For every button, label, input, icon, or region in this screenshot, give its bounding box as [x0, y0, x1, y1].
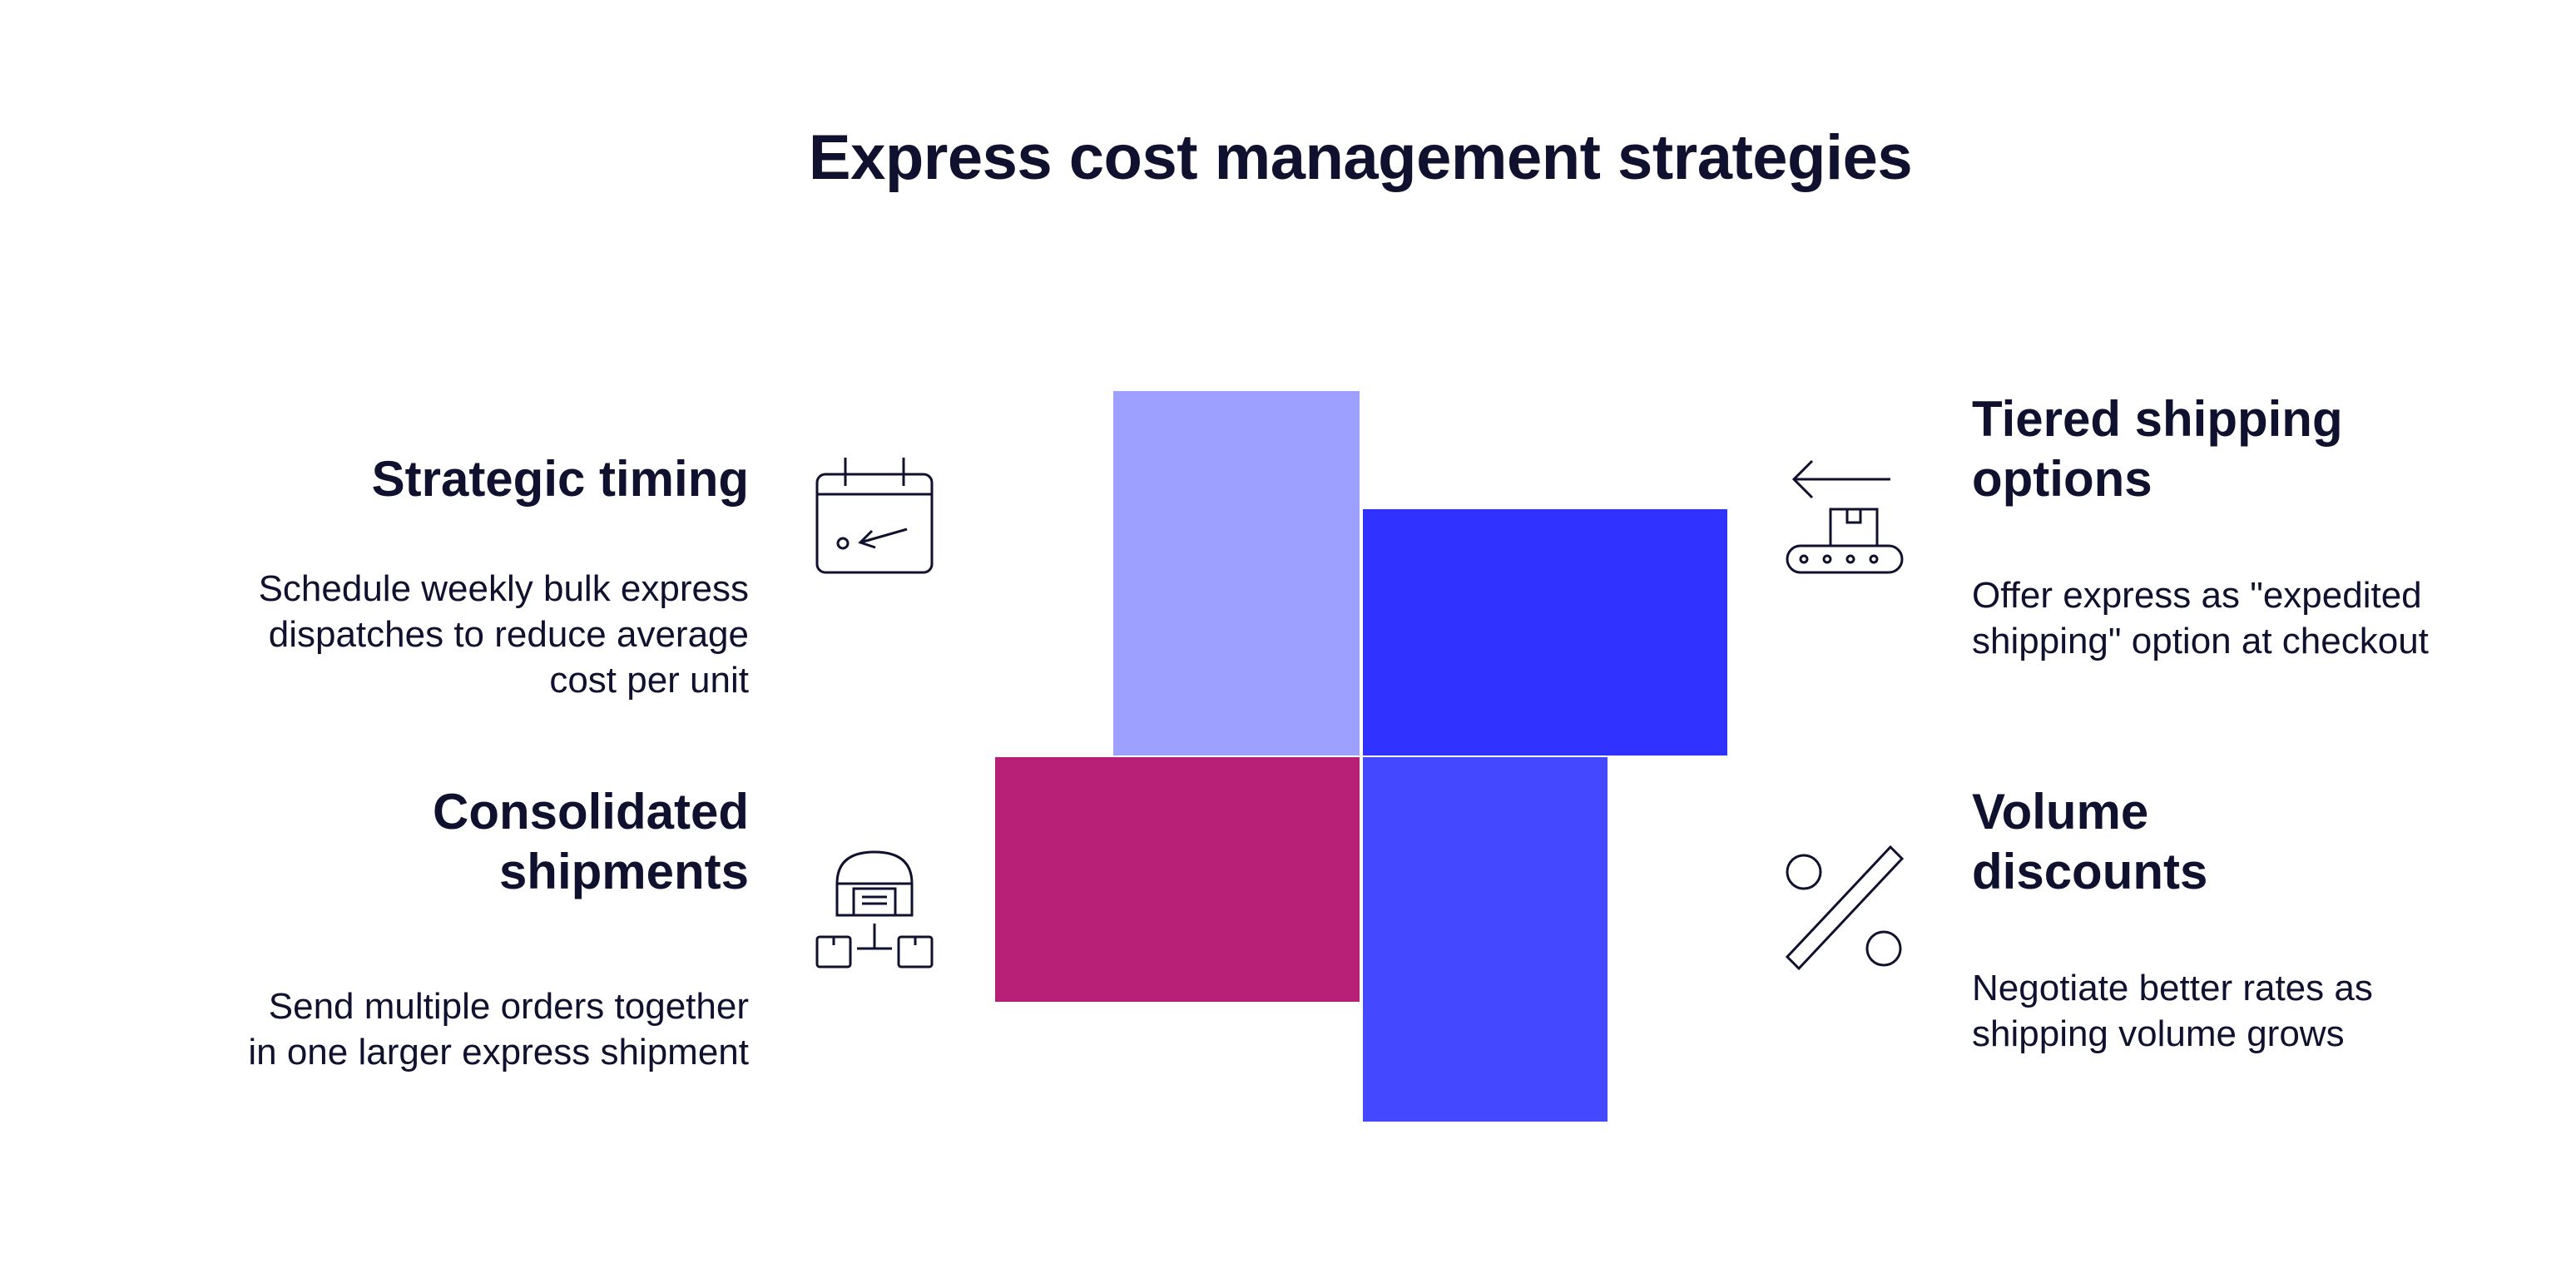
description-line: dispatches to reduce average: [268, 614, 749, 655]
description-line: in one larger express shipment: [248, 1032, 749, 1073]
tiered-shipping-description: Offer express as "expedited shipping" op…: [1972, 572, 2429, 664]
description-line: Negotiate better rates as: [1972, 968, 2373, 1008]
consolidated-shipments-block: [995, 757, 1360, 1002]
calendar-icon: [815, 456, 934, 574]
description-line: Offer express as "expedited: [1972, 575, 2422, 616]
warehouse-network-icon: [815, 850, 934, 968]
heading-line: options: [1972, 451, 2152, 507]
consolidated-shipments-heading: Consolidated shipments: [433, 782, 749, 902]
percent-icon: [1785, 845, 1905, 971]
tiered-shipping-block: [1363, 509, 1727, 755]
volume-discounts-heading: Volume discounts: [1972, 782, 2207, 902]
page-title: Express cost management strategies: [808, 122, 1913, 193]
heading-line: shipments: [498, 844, 749, 899]
volume-discounts-block: [1363, 757, 1608, 1122]
tiered-shipping-heading: Tiered shipping options: [1972, 389, 2343, 509]
description-line: Send multiple orders together: [268, 986, 749, 1027]
consolidated-shipments-description: Send multiple orders together in one lar…: [248, 983, 749, 1075]
volume-discounts-description: Negotiate better rates as shipping volum…: [1972, 965, 2373, 1057]
conveyor-arrow-icon: [1786, 456, 1905, 574]
strategic-timing-heading: Strategic timing: [371, 451, 749, 507]
description-line: shipping" option at checkout: [1972, 621, 2429, 661]
heading-line: Tiered shipping: [1972, 391, 2343, 447]
description-line: Schedule weekly bulk express: [258, 568, 749, 609]
heading-line: discounts: [1972, 844, 2208, 899]
heading-line: Consolidated: [432, 784, 749, 840]
strategic-timing-description: Schedule weekly bulk express dispatches …: [259, 566, 749, 703]
description-line: shipping volume grows: [1972, 1013, 2345, 1054]
strategic-timing-block: [1113, 391, 1360, 755]
description-line: cost per unit: [549, 660, 749, 701]
heading-line: Volume: [1972, 784, 2149, 840]
